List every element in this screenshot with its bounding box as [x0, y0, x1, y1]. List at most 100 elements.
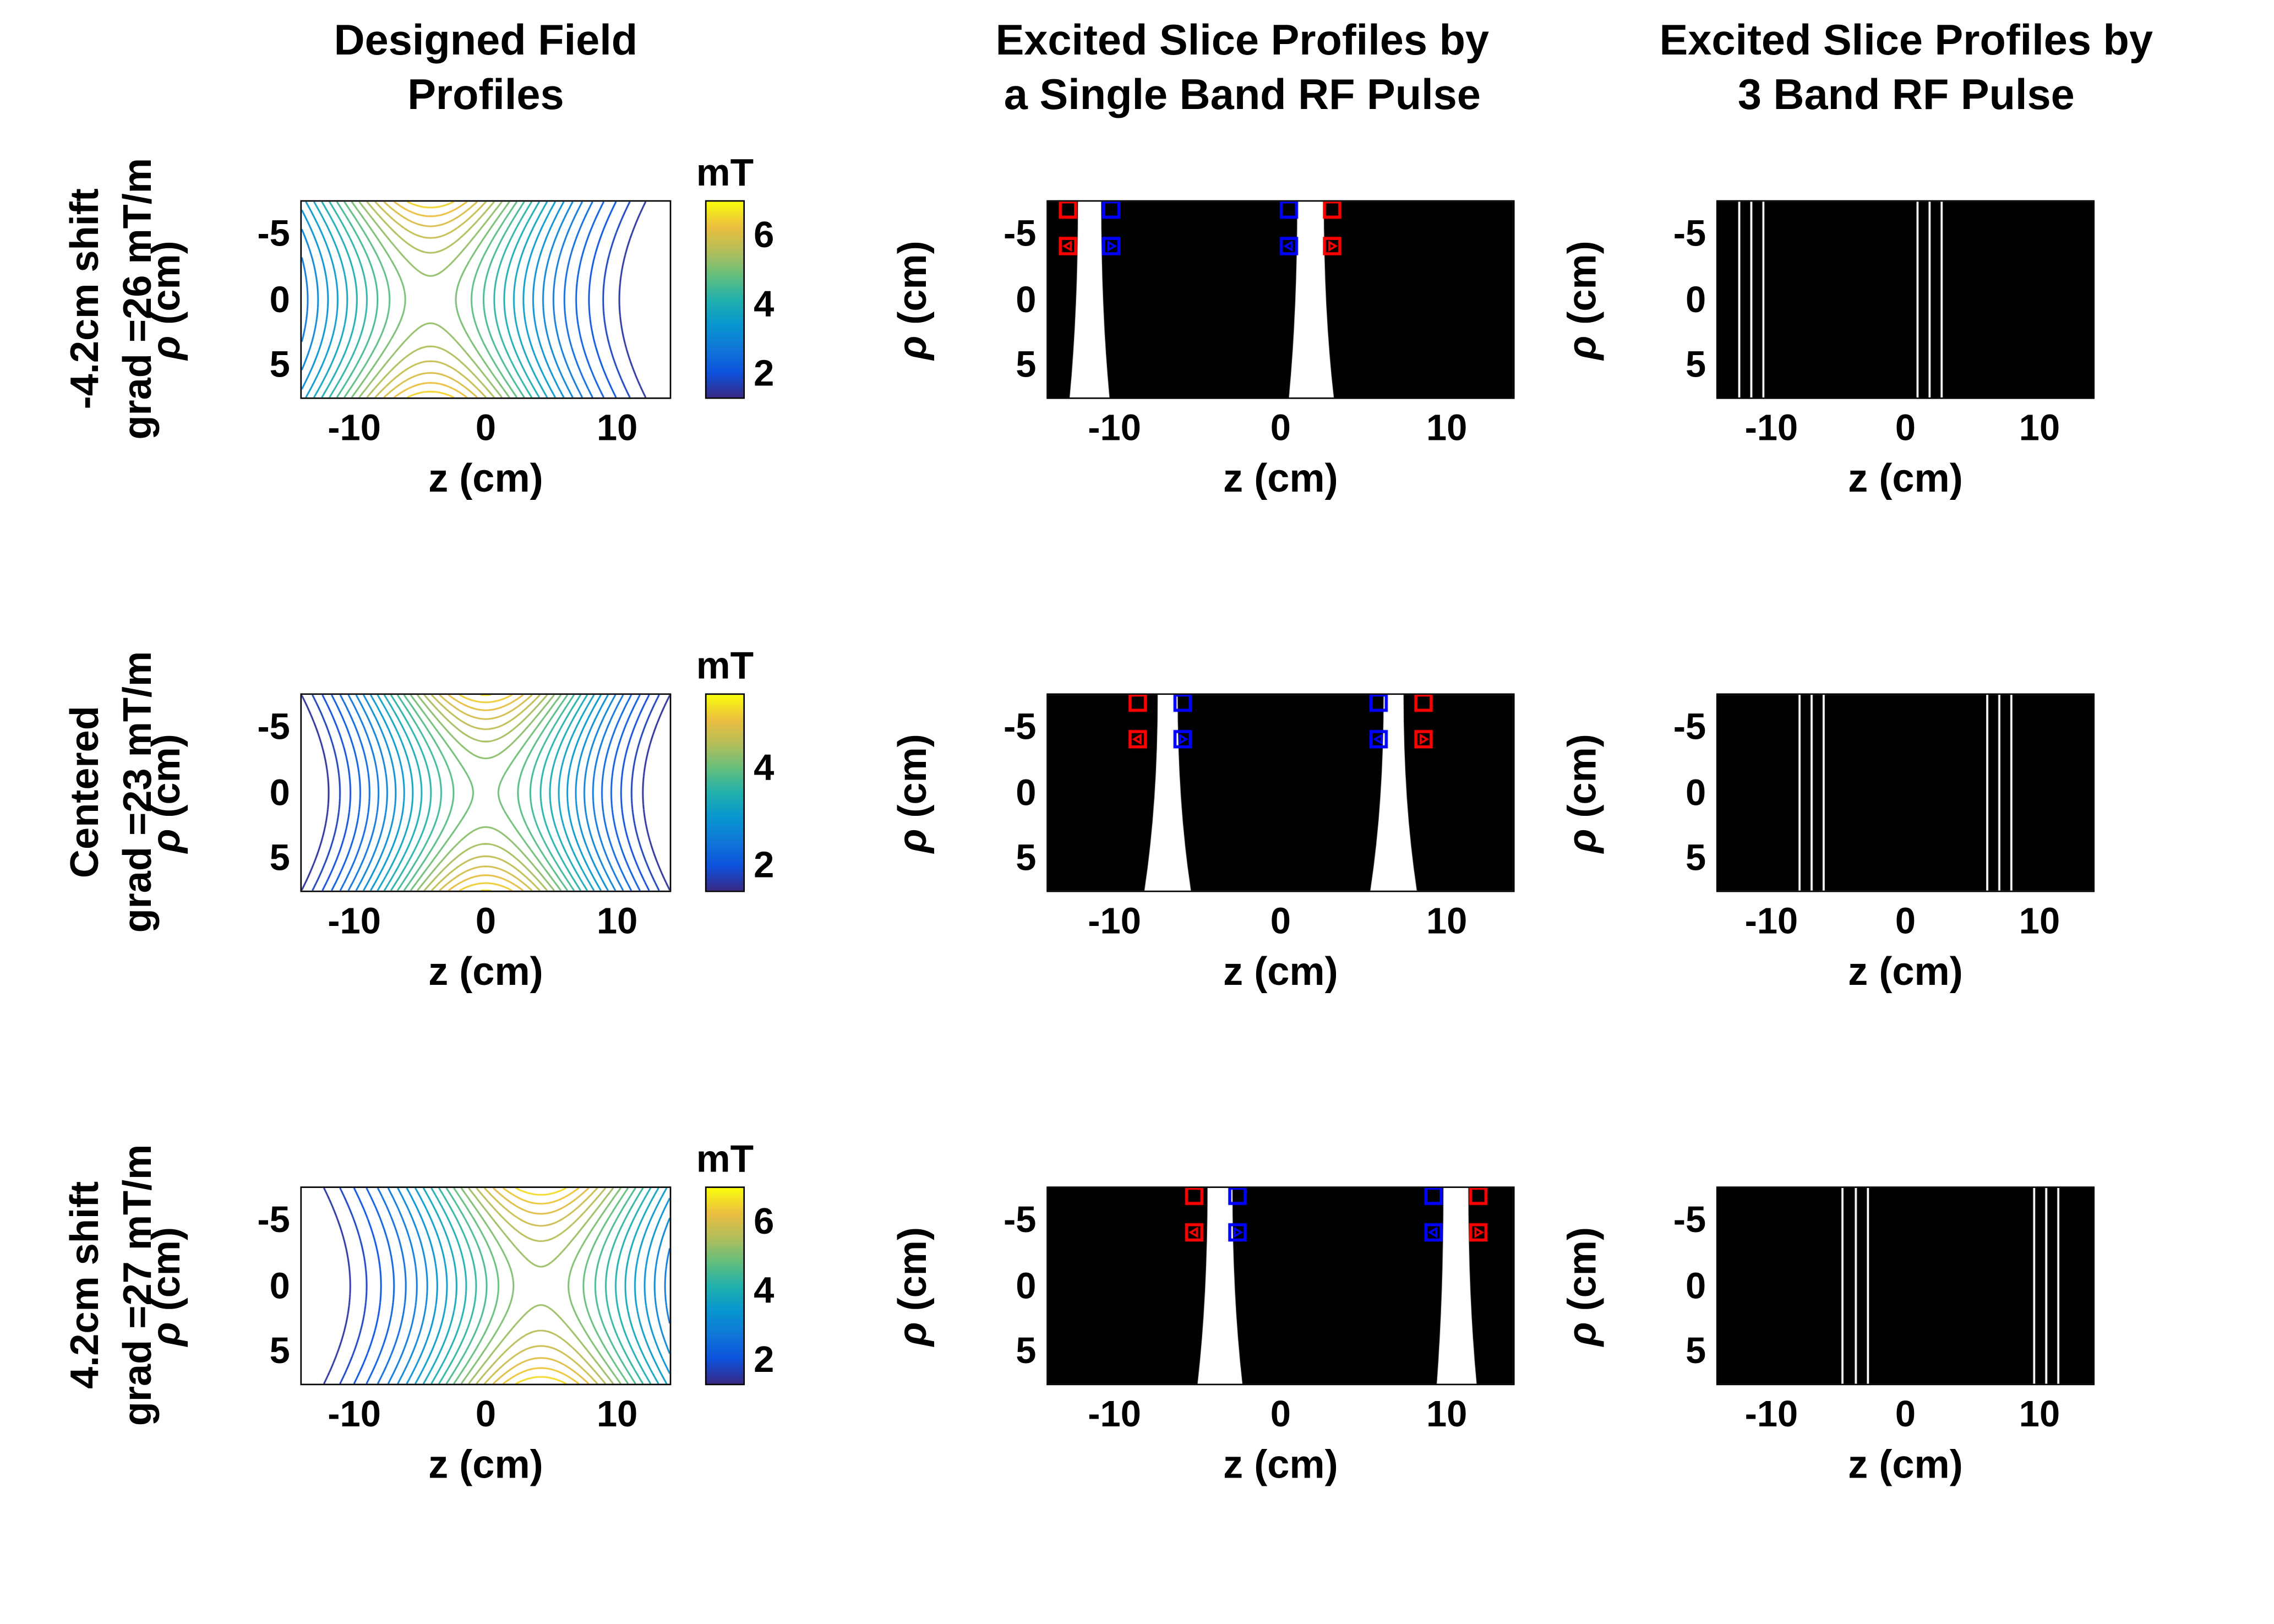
- row1-single-band-y-axis-label: ρ (cm): [890, 240, 935, 359]
- row3-single-band-y-tick-label-1: 0: [1016, 1265, 1037, 1307]
- row-label-3-shift: 4.2cm shift: [62, 1181, 107, 1389]
- row2-three-band-x-tick-label-0: -10: [1744, 901, 1798, 942]
- row3-contour-panel-canvas: [302, 1187, 670, 1384]
- row3-single-band-y-axis-label: ρ (cm): [890, 1226, 935, 1345]
- row1-single-band-x-tick-label-2: 10: [1426, 407, 1468, 449]
- row2-single-band-y-tick-label-1: 0: [1016, 772, 1037, 814]
- row2-contour-y-tick-label-1: 0: [269, 772, 290, 814]
- row3-three-band-y-tick-label-0: -5: [1673, 1200, 1706, 1241]
- row3-single-band-panel: [1046, 1186, 1515, 1386]
- column-title-three-band-line1: Excited Slice Profiles by: [1659, 18, 2153, 65]
- row3-contour-y-tick-label-2: 5: [269, 1330, 290, 1372]
- row2-single-band-y-tick-label-2: 5: [1016, 837, 1037, 879]
- row2-single-band-x-tick-label-1: 0: [1270, 901, 1291, 942]
- row2-contour-x-tick-label-0: -10: [328, 901, 381, 942]
- row1-single-band-x-axis-label: z (cm): [1223, 456, 1338, 501]
- row3-single-band-x-tick-label-2: 10: [1426, 1394, 1468, 1436]
- row3-contour-x-axis-label: z (cm): [428, 1442, 543, 1487]
- row2-single-band-x-tick-label-2: 10: [1426, 901, 1468, 942]
- row2-three-band-panel: [1716, 693, 2095, 892]
- row3-three-band-panel: [1716, 1186, 2095, 1386]
- row2-single-band-x-tick-label-0: -10: [1088, 901, 1141, 942]
- row2-three-band-y-tick-label-0: -5: [1673, 706, 1706, 748]
- row2-three-band-y-tick-label-2: 5: [1685, 837, 1706, 879]
- row3-contour-x-tick-label-2: 10: [596, 1394, 638, 1436]
- row3-contour-x-tick-label-1: 0: [475, 1394, 497, 1436]
- row1-three-band-x-tick-label-0: -10: [1744, 407, 1798, 449]
- row3-three-band-y-tick-label-1: 0: [1685, 1265, 1706, 1307]
- row1-colorbar-tick-label-1: 4: [754, 284, 775, 325]
- row3-colorbar-title: mT: [696, 1136, 754, 1181]
- row3-single-band-x-tick-label-1: 0: [1270, 1394, 1291, 1436]
- row3-contour-y-tick-label-1: 0: [269, 1265, 290, 1307]
- row2-single-band-panel-canvas: [1048, 695, 1513, 891]
- row1-colorbar-canvas: [706, 201, 744, 397]
- column-title-single-band-line1: Excited Slice Profiles by: [995, 18, 1490, 65]
- row1-three-band-panel-canvas: [1717, 201, 2093, 397]
- row3-three-band-x-tick-label-1: 0: [1895, 1394, 1916, 1436]
- row1-single-band-panel: [1046, 200, 1515, 399]
- row1-contour-x-tick-label-2: 10: [596, 407, 638, 449]
- row2-colorbar: [705, 693, 745, 892]
- row2-single-band-x-axis-label: z (cm): [1223, 949, 1338, 994]
- row3-colorbar-tick-label-1: 4: [754, 1270, 775, 1312]
- row2-single-band-panel: [1046, 693, 1515, 892]
- row3-single-band-x-tick-label-0: -10: [1088, 1394, 1141, 1436]
- row3-single-band-y-tick-label-0: -5: [1004, 1200, 1037, 1241]
- row2-colorbar-canvas: [706, 695, 744, 891]
- row1-contour-x-tick-label-0: -10: [328, 407, 381, 449]
- row2-three-band-y-tick-label-1: 0: [1685, 772, 1706, 814]
- row2-colorbar-tick-label-1: 4: [754, 748, 775, 789]
- row1-three-band-x-tick-label-2: 10: [2019, 407, 2060, 449]
- column-title-designed-field-line1: Designed Field Profiles: [334, 18, 638, 119]
- row3-three-band-x-tick-label-2: 10: [2019, 1394, 2060, 1436]
- row1-single-band-y-tick-label-2: 5: [1016, 344, 1037, 386]
- row3-contour-x-tick-label-0: -10: [328, 1394, 381, 1436]
- row3-contour-y-tick-label-0: -5: [257, 1200, 290, 1241]
- row3-single-band-x-axis-label: z (cm): [1223, 1442, 1338, 1487]
- row1-colorbar-tick-label-2: 6: [754, 215, 775, 257]
- row3-three-band-x-axis-label: z (cm): [1848, 1442, 1963, 1487]
- row-label-2-shift: Centered: [62, 706, 107, 879]
- row1-contour-y-axis-label: ρ (cm): [144, 240, 189, 359]
- column-title-three-band-line2: 3 Band RF Pulse: [1737, 72, 2075, 119]
- row1-three-band-y-tick-label-0: -5: [1673, 214, 1706, 255]
- row1-contour-y-tick-label-1: 0: [269, 279, 290, 320]
- row3-colorbar: [705, 1186, 745, 1386]
- row3-three-band-y-tick-label-2: 5: [1685, 1330, 1706, 1372]
- row3-colorbar-tick-label-0: 2: [754, 1339, 775, 1381]
- row1-colorbar: [705, 200, 745, 399]
- row1-contour-x-axis-label: z (cm): [428, 456, 543, 501]
- row2-three-band-y-axis-label: ρ (cm): [1560, 733, 1605, 853]
- row1-contour-panel: [300, 200, 672, 399]
- row1-contour-y-tick-label-2: 5: [269, 344, 290, 386]
- row1-single-band-x-tick-label-1: 0: [1270, 407, 1291, 449]
- column-title-designed-field: Designed Field Profiles: [265, 15, 706, 124]
- row2-contour-y-tick-label-0: -5: [257, 706, 290, 748]
- row3-three-band-x-tick-label-0: -10: [1744, 1394, 1798, 1436]
- row2-contour-x-tick-label-1: 0: [475, 901, 497, 942]
- row2-contour-panel: [300, 693, 672, 892]
- row2-contour-y-tick-label-2: 5: [269, 837, 290, 879]
- row3-three-band-panel-canvas: [1717, 1187, 2093, 1384]
- row3-three-band-y-axis-label: ρ (cm): [1560, 1226, 1605, 1345]
- row3-colorbar-tick-label-2: 6: [754, 1201, 775, 1243]
- column-title-single-band: Excited Slice Profiles by a Single Band …: [983, 15, 1501, 124]
- row1-single-band-y-tick-label-0: -5: [1004, 214, 1037, 255]
- row2-contour-x-tick-label-2: 10: [596, 901, 638, 942]
- row1-three-band-y-tick-label-1: 0: [1685, 279, 1706, 320]
- row1-three-band-panel: [1716, 200, 2095, 399]
- row1-three-band-x-axis-label: z (cm): [1848, 456, 1963, 501]
- row1-contour-x-tick-label-1: 0: [475, 407, 497, 449]
- row2-contour-x-axis-label: z (cm): [428, 949, 543, 994]
- row1-colorbar-title: mT: [696, 150, 754, 194]
- row1-contour-panel-canvas: [302, 201, 670, 397]
- row2-three-band-x-tick-label-1: 0: [1895, 901, 1916, 942]
- row1-three-band-y-tick-label-2: 5: [1685, 344, 1706, 386]
- row1-colorbar-tick-label-0: 2: [754, 352, 775, 394]
- row1-single-band-y-tick-label-1: 0: [1016, 279, 1037, 320]
- row1-single-band-x-tick-label-0: -10: [1088, 407, 1141, 449]
- row1-single-band-panel-canvas: [1048, 201, 1513, 397]
- row1-three-band-x-tick-label-1: 0: [1895, 407, 1916, 449]
